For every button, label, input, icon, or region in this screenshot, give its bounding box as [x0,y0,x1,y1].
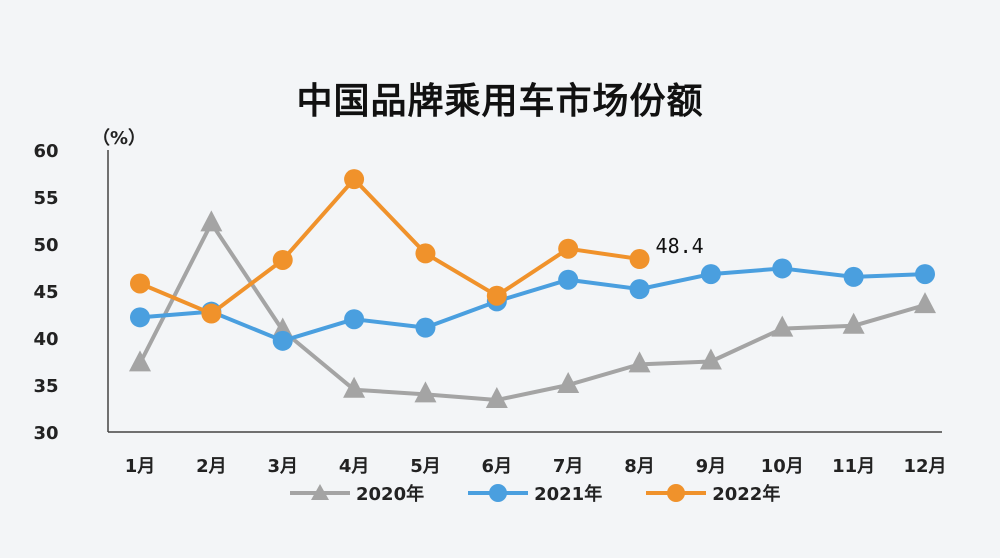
data-point-0 [557,372,580,393]
legend-item-2020: 2020年 [290,480,424,506]
x-tick-label: 11月 [832,456,875,477]
x-tick-label: 7月 [553,456,584,477]
data-label-annotation: 48.4 [656,234,704,258]
x-tick-label: 6月 [482,456,513,477]
data-point-1 [700,264,721,285]
x-tick-label: 12月 [903,456,946,477]
data-point-0 [699,348,722,370]
data-point-2 [415,243,436,264]
y-tick-label: 50 [33,235,58,256]
y-tick-label: 30 [33,423,58,444]
legend-item-2021: 2021年 [468,480,602,506]
legend-swatch-2021 [468,484,529,502]
y-tick-label: 55 [33,188,58,209]
data-point-0 [628,351,651,373]
x-tick-label: 10月 [761,456,804,477]
legend: 2020年 2021年 2022年 [290,480,780,506]
y-tick-label: 40 [33,329,58,350]
x-tick-label: 5月 [410,456,441,477]
x-tick-label: 2月 [196,456,227,477]
data-point-1 [772,258,793,279]
data-point-2 [201,303,222,324]
data-point-0 [914,292,936,314]
x-tick-label: 4月 [339,456,370,477]
data-point-0 [485,387,508,409]
data-point-1 [415,317,436,338]
x-tick-label: 3月 [267,456,298,477]
data-point-1 [130,307,150,328]
y-tick-label: 60 [33,141,58,162]
data-point-0 [414,381,437,403]
series-line-2 [139,177,640,316]
series-line-0 [138,221,926,403]
data-point-2 [130,273,150,294]
y-tick-label: 45 [33,282,58,303]
data-point-0 [200,210,223,232]
data-point-2 [344,169,365,190]
legend-label-2022: 2022年 [712,484,781,505]
data-point-0 [343,376,366,398]
data-point-2 [558,238,579,259]
data-point-1 [272,330,293,351]
data-point-2 [486,285,507,306]
y-tick-label: 35 [33,376,58,397]
x-tick-label: 9月 [696,456,727,477]
x-tick-label: 1月 [125,456,156,477]
legend-label-2020: 2020年 [356,484,425,505]
legend-swatch-2020 [290,484,350,500]
data-point-1 [843,266,864,287]
data-point-0 [771,315,794,337]
legend-swatch-2022 [646,484,707,502]
y-axis-unit: （%） [92,128,147,149]
data-point-0 [129,350,151,372]
series-line-1 [139,266,926,343]
legend-item-2022: 2022年 [646,480,780,506]
data-point-0 [842,312,865,334]
data-point-2 [629,249,650,270]
chart-title: 中国品牌乘用车市场份额 [296,81,704,122]
data-point-1 [344,309,365,330]
data-point-1 [915,264,935,285]
legend-label-2021: 2021年 [534,484,603,505]
data-point-1 [629,279,650,300]
data-point-1 [558,269,579,290]
x-tick-label: 8月 [624,456,655,477]
data-point-2 [272,249,293,270]
